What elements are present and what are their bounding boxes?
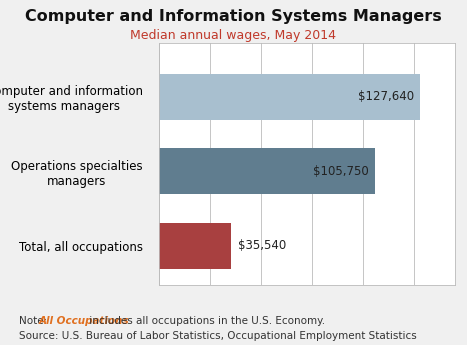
Bar	[159, 74, 420, 120]
Text: All Occupations: All Occupations	[38, 316, 129, 326]
Text: $35,540: $35,540	[238, 239, 286, 252]
Bar	[159, 223, 232, 269]
Text: Median annual wages, May 2014: Median annual wages, May 2014	[130, 29, 337, 42]
Text: Computer and Information Systems Managers: Computer and Information Systems Manager…	[25, 9, 442, 23]
Text: Note:: Note:	[19, 316, 50, 326]
Text: $127,640: $127,640	[358, 90, 414, 103]
Text: Source: U.S. Bureau of Labor Statistics, Occupational Employment Statistics: Source: U.S. Bureau of Labor Statistics,…	[19, 331, 417, 341]
Bar	[159, 148, 375, 195]
Text: includes all occupations in the U.S. Economy.: includes all occupations in the U.S. Eco…	[86, 316, 325, 326]
Text: $105,750: $105,750	[313, 165, 369, 178]
